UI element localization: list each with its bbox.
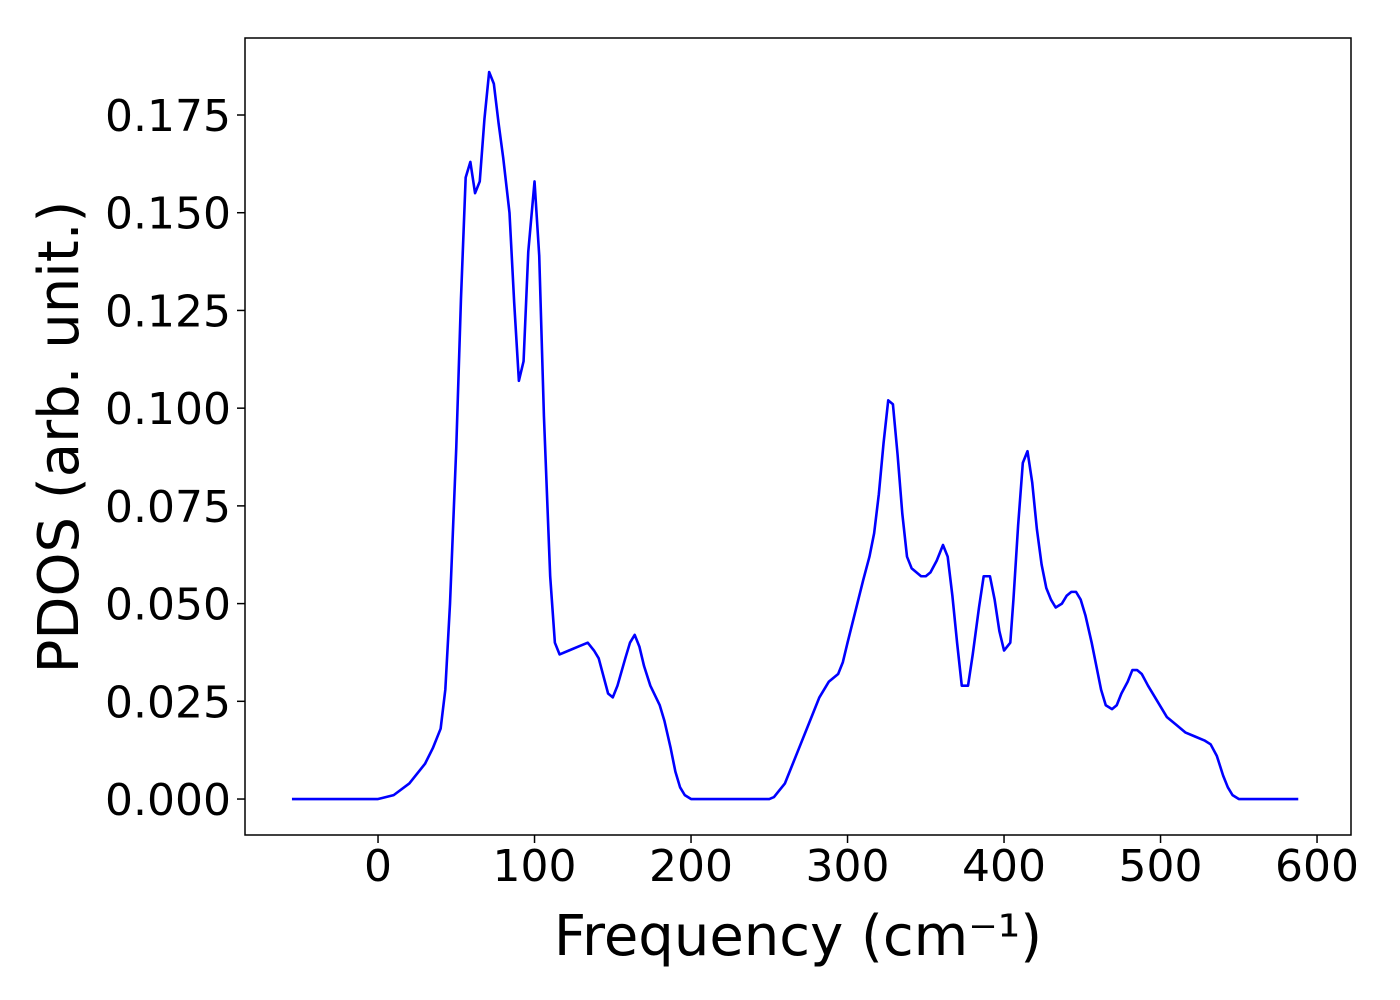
x-tick-label: 600 <box>1275 841 1359 892</box>
x-axis-label: Frequency (cm⁻¹) <box>554 904 1042 969</box>
y-tick-label: 0.125 <box>105 286 231 337</box>
y-tick-label: 0.175 <box>105 91 231 142</box>
y-tick-label: 0.150 <box>105 189 231 240</box>
plot-frame <box>244 37 1352 836</box>
y-tick-label: 0.100 <box>105 384 231 435</box>
x-tick-label: 100 <box>493 841 577 892</box>
x-tick-label: 500 <box>1119 841 1203 892</box>
x-tick-label: 400 <box>962 841 1046 892</box>
data-line <box>291 70 1299 801</box>
y-axis-label: PDOS (arb. unit.) <box>27 201 92 674</box>
y-tick-label: 0.075 <box>105 482 231 533</box>
y-tick-label: 0.025 <box>105 677 231 728</box>
x-tick-label: 300 <box>806 841 890 892</box>
x-tick-label: 200 <box>649 841 733 892</box>
y-tick-label: 0.050 <box>105 580 231 631</box>
y-tick-label: 0.000 <box>105 775 231 826</box>
x-tick-label: 0 <box>364 841 392 892</box>
